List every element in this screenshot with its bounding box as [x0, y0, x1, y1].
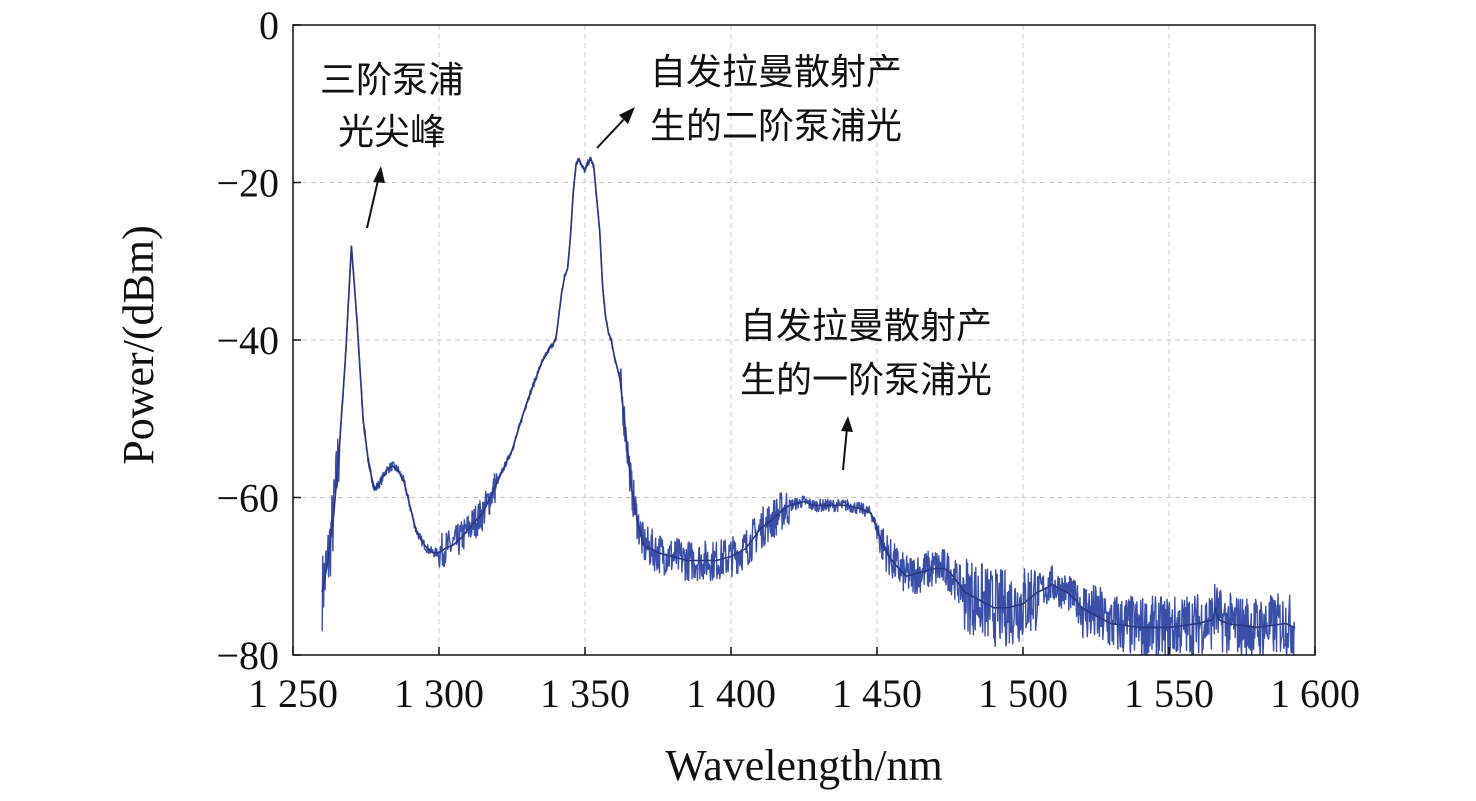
annotation-arrow-third-order — [366, 166, 385, 229]
y-axis-title: Power/(dBm) — [114, 225, 163, 465]
annotation-second-order-line2: 生的二阶泵浦光 — [650, 106, 902, 147]
spectrum-noise-band — [321, 156, 1296, 656]
y-tick-label: 0 — [259, 3, 279, 48]
x-tick-label: 1 500 — [978, 671, 1068, 716]
y-tick-label: −80 — [216, 633, 279, 678]
x-tick-label: 1 400 — [686, 671, 776, 716]
annotation-arrow-second-order — [596, 107, 635, 149]
y-tick-label: −40 — [216, 318, 279, 363]
annotation-third-order-line1: 三阶泵浦 — [320, 60, 464, 101]
tick-layer: 1 250 1 300 1 350 1 400 1 450 1 500 1 550 1 600… — [216, 3, 1360, 716]
x-axis-title: Wavelength/nm — [665, 741, 943, 790]
annotation-third-order-line2: 光尖峰 — [338, 112, 446, 153]
x-tick-label: 1 350 — [540, 671, 630, 716]
x-tick-label: 1 600 — [1270, 671, 1360, 716]
spectrum-line — [321, 157, 1295, 629]
annotation-first-order-line2: 生的一阶泵浦光 — [740, 360, 992, 401]
series-layer — [321, 156, 1296, 656]
annotation-arrow-first-order — [841, 416, 853, 471]
y-tick-label: −60 — [216, 476, 279, 521]
x-tick-label: 1 550 — [1124, 671, 1214, 716]
x-tick-label: 1 300 — [394, 671, 484, 716]
annotation-second-order-line1: 自发拉曼散射产 — [650, 52, 902, 93]
y-tick-label: −20 — [216, 161, 279, 206]
x-tick-label: 1 250 — [248, 671, 338, 716]
x-tick-label: 1 450 — [832, 671, 922, 716]
annotation-first-order-line1: 自发拉曼散射产 — [740, 306, 992, 347]
